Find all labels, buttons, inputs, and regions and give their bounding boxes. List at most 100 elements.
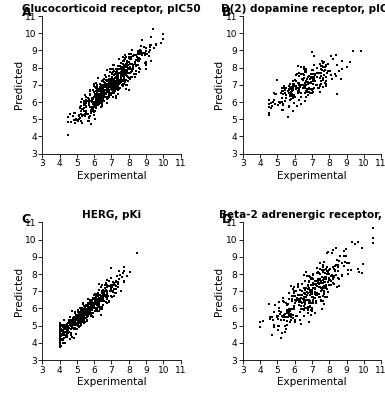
Point [77, 111, 84, 118]
Point [325, 269, 331, 276]
Point [123, 72, 129, 78]
Point [73, 314, 79, 320]
Point [309, 305, 315, 312]
Point [313, 290, 319, 296]
Point [84, 306, 90, 312]
Point [132, 61, 138, 68]
Point [84, 317, 90, 324]
Point [84, 310, 90, 316]
Point [91, 111, 97, 118]
Point [307, 298, 313, 304]
Point [71, 326, 77, 332]
Point [94, 91, 100, 97]
Point [144, 51, 150, 58]
Point [100, 88, 106, 94]
Point [72, 324, 78, 331]
Point [310, 284, 316, 291]
Point [330, 280, 336, 286]
Point [83, 110, 89, 116]
Point [112, 75, 119, 81]
X-axis label: Experimental: Experimental [277, 377, 347, 387]
Point [296, 70, 303, 77]
Point [81, 308, 87, 314]
Point [99, 82, 105, 89]
Point [95, 102, 101, 108]
Point [307, 76, 313, 82]
Point [124, 67, 130, 73]
Point [286, 311, 292, 318]
Point [89, 303, 95, 309]
Point [62, 340, 68, 346]
Point [136, 58, 142, 64]
Point [77, 318, 84, 324]
Point [320, 77, 326, 84]
Point [80, 312, 86, 318]
Point [70, 316, 76, 323]
Point [79, 317, 85, 323]
Point [315, 269, 321, 276]
Point [113, 85, 119, 92]
Point [105, 95, 111, 102]
Point [341, 253, 347, 260]
Point [98, 90, 104, 97]
Point [120, 64, 126, 70]
Point [293, 297, 299, 304]
Point [347, 58, 353, 65]
Point [121, 57, 127, 64]
Point [126, 64, 132, 71]
Point [268, 105, 275, 111]
Point [96, 292, 102, 298]
Point [78, 308, 84, 314]
Point [121, 58, 127, 64]
Point [295, 281, 301, 288]
Point [107, 66, 114, 72]
Point [87, 304, 93, 311]
Point [83, 312, 89, 318]
Point [320, 267, 326, 273]
Point [105, 87, 112, 94]
Point [90, 300, 96, 306]
Point [121, 76, 127, 82]
Point [95, 308, 102, 314]
Point [109, 80, 115, 86]
Point [95, 296, 101, 302]
Point [61, 332, 67, 338]
Point [81, 320, 87, 326]
Point [87, 305, 94, 312]
Point [76, 313, 82, 319]
Point [79, 308, 85, 314]
Point [106, 73, 112, 79]
Point [60, 331, 66, 337]
Point [126, 87, 132, 93]
Point [109, 90, 115, 96]
Point [101, 290, 107, 296]
Point [99, 298, 105, 304]
Point [114, 80, 121, 86]
Point [58, 333, 64, 339]
Point [341, 263, 347, 269]
Point [295, 80, 301, 86]
Point [300, 77, 306, 84]
Point [330, 281, 336, 288]
Point [59, 337, 65, 344]
Point [94, 85, 100, 91]
Point [76, 116, 82, 122]
Point [87, 309, 93, 316]
Point [301, 295, 308, 301]
Point [84, 102, 90, 109]
Point [328, 282, 334, 288]
Point [318, 288, 324, 294]
Point [95, 98, 101, 104]
Point [106, 91, 112, 98]
Point [295, 292, 301, 298]
Point [143, 66, 149, 72]
Point [100, 291, 106, 297]
Point [287, 81, 293, 88]
Point [76, 315, 82, 321]
Point [124, 63, 130, 69]
Point [308, 300, 314, 307]
Point [324, 268, 330, 274]
Point [314, 283, 320, 289]
Point [314, 270, 320, 276]
Point [301, 313, 307, 319]
